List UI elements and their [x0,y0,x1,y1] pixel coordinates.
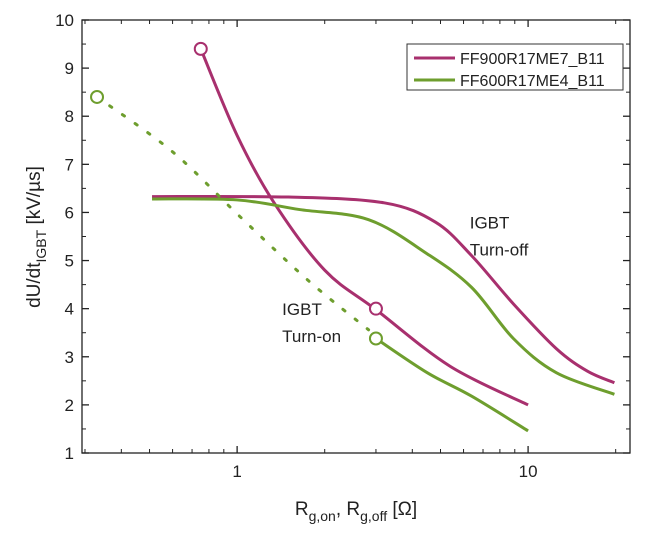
series-line-4 [95,95,371,332]
y-tick-label: 8 [65,107,74,126]
axis-label-part: [kV/µs] [24,166,45,230]
y-tick-label: 9 [65,59,74,78]
legend-box [406,43,624,91]
y-tick-label: 2 [65,396,74,415]
y-tick-label: 3 [65,348,74,367]
legend-label-1: FF600R17ME4_B11 [460,73,605,90]
annotation-line1: IGBT [282,300,322,319]
legend-label-0: FF900R17ME7_B11 [460,51,605,68]
series-line-3 [375,337,529,433]
y-axis-label: dU/dtIGBT [kV/µs] [24,166,49,308]
series-marker-4 [90,89,105,104]
series-line-1 [152,194,615,385]
y-tick-label: 7 [65,155,74,174]
annotation-line2: Turn-off [470,241,529,260]
annotation-line1: IGBT [470,214,510,233]
y-tick-label: 1 [65,444,74,463]
y-tick-label: 5 [65,252,74,271]
y-tick-label: 6 [65,203,74,222]
y-tick-label: 4 [65,300,74,319]
axis-label-part: dU/dt [24,262,45,308]
series-line-0 [199,48,529,407]
x-tick-label: 1 [232,462,241,481]
series-marker-3 [368,331,383,346]
axis-label-part: g,off [360,508,387,524]
series-marker-0 [193,41,208,56]
axis-label-part: R [295,499,309,520]
x-axis-label: Rg,on, Rg,off [Ω] [295,499,417,524]
series-line-2 [152,197,615,396]
axis-label-part: g,on [309,508,336,524]
axis-label-part: [Ω] [387,499,417,520]
annotation-line2: Turn-on [282,327,341,346]
axis-label-part: IGBT [33,229,49,262]
series-marker-0 [368,301,383,316]
y-tick-label: 10 [55,11,74,30]
x-tick-label: 10 [519,462,538,481]
axis-label-part: , R [336,499,360,520]
